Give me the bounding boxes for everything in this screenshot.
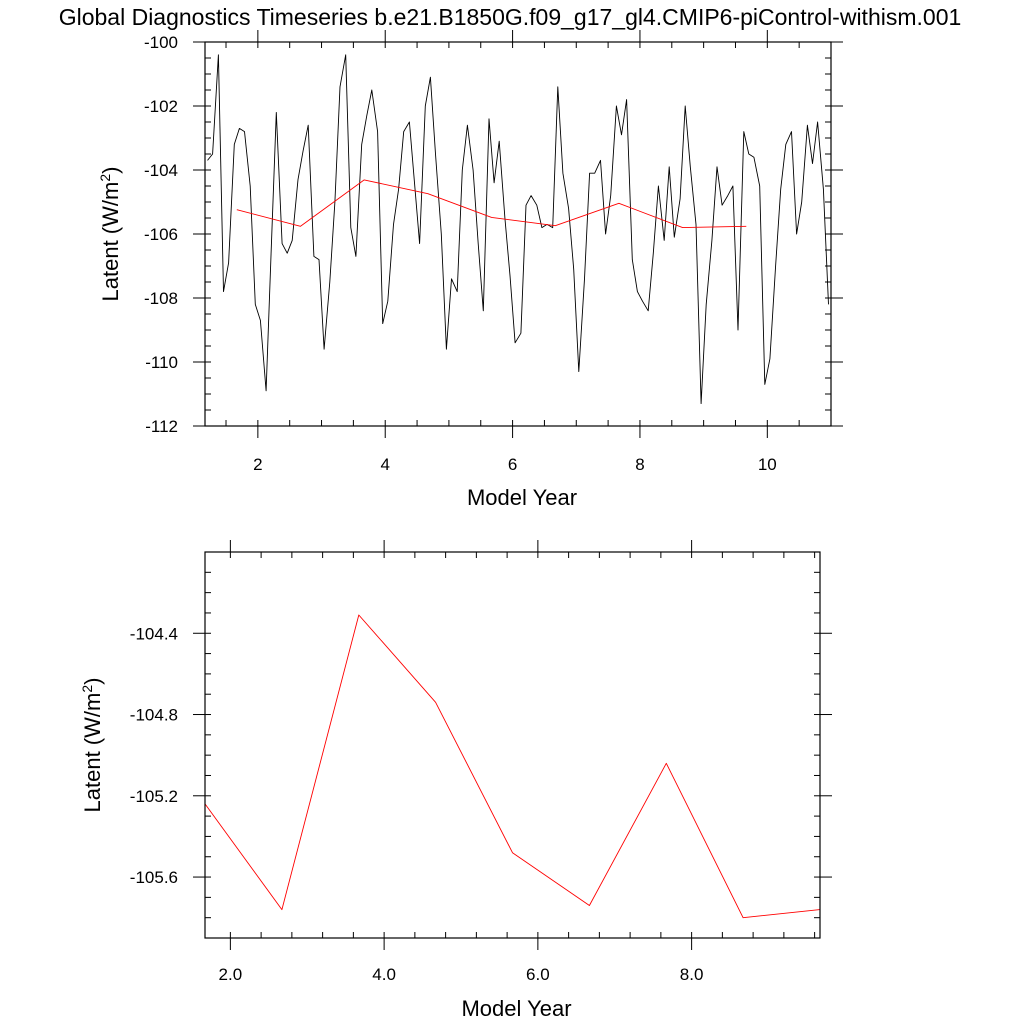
y-tick-label: -104.4 <box>130 624 178 643</box>
plot-frame <box>204 41 832 427</box>
y-tick-label: -104 <box>144 161 178 180</box>
y-tick-label: -106 <box>144 225 178 244</box>
x-tick-label: 4 <box>380 455 389 474</box>
figure-title: Global Diagnostics Timeseries b.e21.B185… <box>59 4 962 30</box>
x-tick-label: 8 <box>635 455 644 474</box>
top-panel: 2 4 6 8 10 -100 -102 -104 -106 -108 -110 -112 Model … <box>97 30 843 510</box>
y-tick-label: -105.6 <box>130 868 178 887</box>
x-axis-label: Model Year <box>467 485 577 510</box>
x-axis-label: Model Year <box>461 996 571 1021</box>
x-tick-label: 6 <box>508 455 517 474</box>
x-tick-label: 2 <box>253 455 262 474</box>
tick-marks <box>193 30 843 438</box>
series-line-0 <box>204 614 821 919</box>
x-tick-label: 4.0 <box>372 965 396 984</box>
y-tick-label: -110 <box>145 353 178 372</box>
y-axis-label: Latent (W/m2) <box>79 678 105 813</box>
x-tick-label: 6.0 <box>526 965 550 984</box>
y-tick-label: -102 <box>144 97 178 116</box>
y-tick-label: -108 <box>144 289 178 308</box>
series-line-1 <box>236 179 747 229</box>
y-tick-label: -104.8 <box>130 706 178 725</box>
plot-frame <box>204 551 821 939</box>
y-tick-label: -105.2 <box>130 787 178 806</box>
x-tick-label: 10 <box>758 455 777 474</box>
tick-marks <box>193 540 832 950</box>
series-line-0 <box>207 54 829 405</box>
x-tick-label: 2.0 <box>219 965 243 984</box>
y-tick-label: -112 <box>145 417 178 436</box>
x-tick-label: 8.0 <box>680 965 704 984</box>
y-axis-label: Latent (W/m2) <box>97 167 123 302</box>
bottom-panel: 2.0 4.0 6.0 8.0 -104.4 -104.8 -105.2 -105.6 Mode… <box>79 540 832 1021</box>
y-tick-label: -100 <box>144 33 178 52</box>
